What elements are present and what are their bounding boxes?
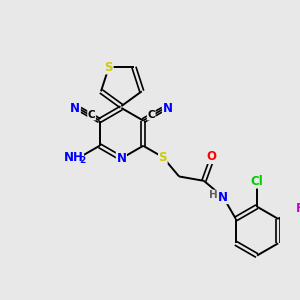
Text: N: N [70,102,80,115]
Text: S: S [159,151,167,164]
Text: NH: NH [64,151,83,164]
Text: 2: 2 [79,156,85,165]
Text: C: C [88,110,95,120]
Text: S: S [104,61,113,74]
Text: Cl: Cl [250,175,263,188]
Text: H: H [209,190,218,200]
Text: N: N [218,190,228,203]
Text: N: N [116,152,126,165]
Text: F: F [296,202,300,215]
Text: N: N [163,102,172,115]
Text: C: C [147,110,155,120]
Text: O: O [206,151,216,164]
